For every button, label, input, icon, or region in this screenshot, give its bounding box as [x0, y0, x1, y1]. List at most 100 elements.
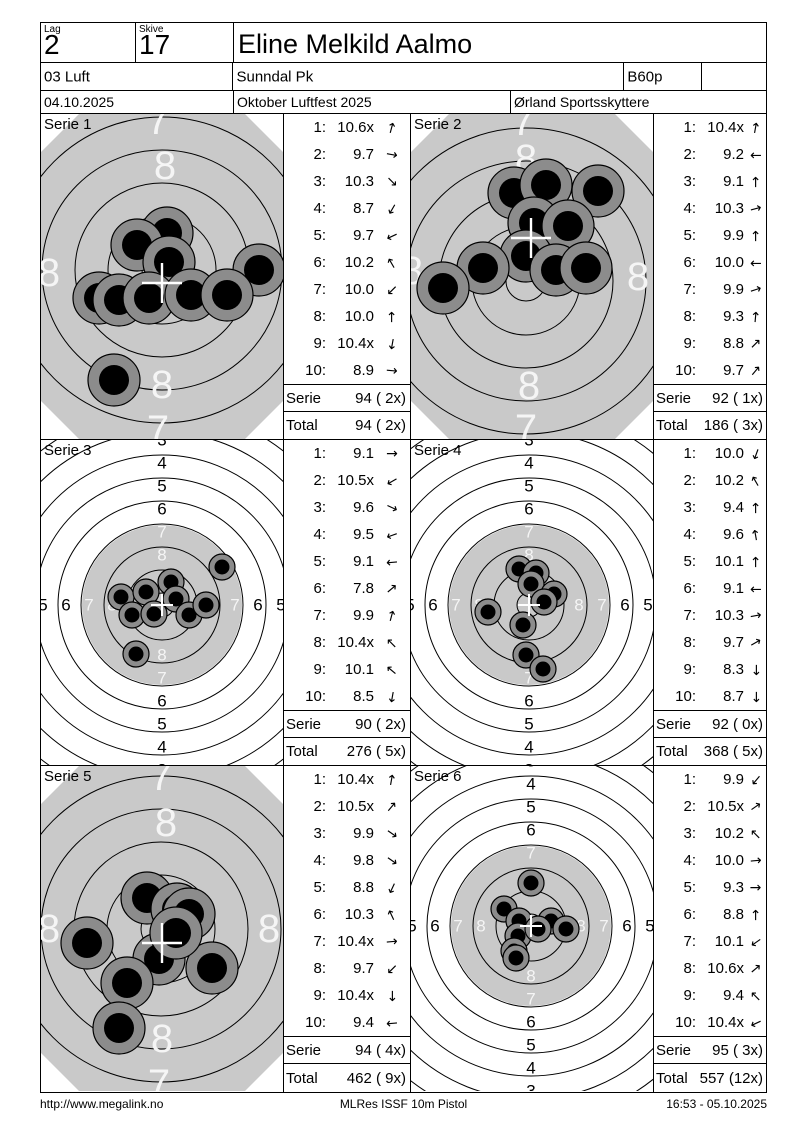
shot-value: 9.1 — [723, 173, 744, 190]
serie-label: Serie — [286, 389, 322, 407]
date: 04.10.2025 — [44, 94, 115, 110]
shot-value: 9.5 — [353, 526, 374, 543]
shot-value: 10.4x — [337, 987, 374, 1004]
shot-value: 9.1 — [723, 580, 744, 597]
ring-number-label: 6 — [253, 596, 262, 615]
mean-point-cross — [142, 263, 182, 303]
total-sum-row: Total 557 (12x) — [654, 1063, 767, 1092]
shot-value: 9.3 — [723, 879, 744, 896]
total-label: Total — [656, 417, 688, 434]
shot-row: 6: 10.3 → — [284, 901, 410, 928]
shot-direction-arrow: → — [745, 471, 766, 490]
shot-row: 1: 10.4x → — [284, 766, 410, 793]
shot-direction-arrow: → — [749, 879, 762, 896]
shot-row: 3: 9.1 → — [654, 168, 767, 195]
shot-number: 10: — [305, 1014, 326, 1031]
ring-number-label: 6 — [61, 596, 70, 615]
target-ring — [426, 821, 636, 1031]
shot-hole — [559, 241, 613, 295]
shot-value: 8.3 — [723, 661, 744, 678]
target-ring — [41, 454, 283, 756]
shot-row: 8: 10.0 → — [284, 303, 410, 330]
shot-number: 7: — [683, 933, 696, 950]
shot-value: 9.9 — [353, 607, 374, 624]
shot-hole — [87, 353, 141, 407]
shot-direction-arrow: → — [747, 663, 764, 676]
shot-row: 5: 9.3 → — [654, 874, 767, 901]
shot-direction-arrow: → — [383, 772, 401, 787]
shot-direction-arrow: → — [747, 280, 764, 299]
shot-value: 9.7 — [723, 362, 744, 379]
shot-value: 10.3 — [344, 906, 374, 923]
shot-number: 2: — [683, 146, 696, 163]
shot-direction-arrow: → — [747, 690, 764, 703]
shot-value: 10.0 — [714, 254, 744, 271]
score-table: 1: 9.1 → 2: 10.5x → 3: 9.6 → 4: 9.5 → 5: 9.1 → 6: 7.8 → 7:… — [284, 440, 411, 765]
event-name: Oktober Luftfest 2025 — [237, 94, 372, 110]
ring-number-label: 5 — [526, 798, 535, 817]
shot-row: 6: 10.0 → — [654, 249, 767, 276]
ring-number-label: 4 — [524, 454, 533, 473]
shot-number: 3: — [313, 499, 326, 516]
shot-number: 2: — [313, 472, 326, 489]
shot-direction-arrow: → — [745, 445, 766, 462]
series-title: Serie 5 — [44, 768, 92, 785]
shot-number: 9: — [683, 661, 696, 678]
shot-value: 10.0 — [344, 308, 374, 325]
shot-number: 2: — [683, 472, 696, 489]
shot-number: 1: — [683, 771, 696, 788]
ring-number-label: 5 — [276, 596, 283, 615]
ring-number-label: 8 — [151, 363, 173, 407]
total-sum-row: Total 276 ( 5x) — [284, 737, 410, 765]
shot-number: 7: — [683, 281, 696, 298]
shot-row: 4: 8.7 → — [284, 195, 410, 222]
organizer-cell: Ørland Sportsskyttere — [511, 91, 766, 113]
shot-direction-arrow: → — [386, 445, 398, 462]
shot-value: 9.7 — [723, 634, 744, 651]
target-ring — [411, 775, 653, 1077]
shot-number: 6: — [683, 254, 696, 271]
ring-number-label: 5 — [411, 596, 415, 615]
shot-number: 4: — [313, 526, 326, 543]
shot-value: 9.4 — [723, 987, 744, 1004]
shot-value: 8.8 — [723, 906, 744, 923]
total-value: 276 ( 5x) — [346, 743, 406, 760]
lag-label: Lag — [44, 24, 61, 35]
report-table: Lag 2 Skive 17 Eline Melkild Aalmo 03 Lu… — [40, 22, 767, 1093]
target-graphic: 788887 — [41, 766, 283, 1092]
shot-value: 8.5 — [353, 688, 374, 705]
target-ring — [80, 523, 244, 687]
ring-number-label: 8 — [157, 646, 166, 665]
shot-row: 7: 10.3 → — [654, 602, 767, 629]
target-ring — [411, 160, 647, 402]
ring-number-label: 3 — [157, 761, 166, 766]
series-panel: 788887Serie 21:10.4x→2:9.2→3:9.1→4:10.3→… — [411, 114, 767, 439]
shot-value: 10.0 — [344, 281, 374, 298]
ring-number-label: 5 — [524, 715, 533, 734]
shot-row: 9: 10.4x → — [284, 330, 410, 357]
shot-row: 4: 10.0 → — [654, 847, 767, 874]
shot-number: 7: — [313, 607, 326, 624]
target-ring — [424, 500, 634, 710]
ring-number-label: 4 — [526, 1059, 535, 1078]
shot-direction-arrow: → — [383, 689, 401, 704]
ring-number-label: 7 — [147, 408, 169, 439]
shot-hole — [122, 640, 150, 668]
target-cell: 33445566778855667788Serie 6 — [411, 766, 654, 1092]
footer-url: http://www.megalink.no — [40, 1097, 164, 1111]
shot-number: 3: — [683, 825, 696, 842]
shot-value: 10.5x — [337, 472, 374, 489]
shot-value: 10.5x — [337, 798, 374, 815]
shot-row: 9: 8.3 → — [654, 656, 767, 683]
shot-direction-arrow: → — [382, 578, 402, 599]
shot-value: 7.8 — [353, 580, 374, 597]
shot-value: 8.8 — [723, 335, 744, 352]
total-sum-row: Total 186 ( 3x) — [654, 411, 767, 439]
class-code: B60p — [627, 68, 663, 85]
target-ring — [447, 523, 611, 687]
shot-row: 7: 9.9 → — [284, 602, 410, 629]
shot-direction-arrow: → — [383, 336, 401, 351]
total-label: Total — [656, 1069, 688, 1087]
